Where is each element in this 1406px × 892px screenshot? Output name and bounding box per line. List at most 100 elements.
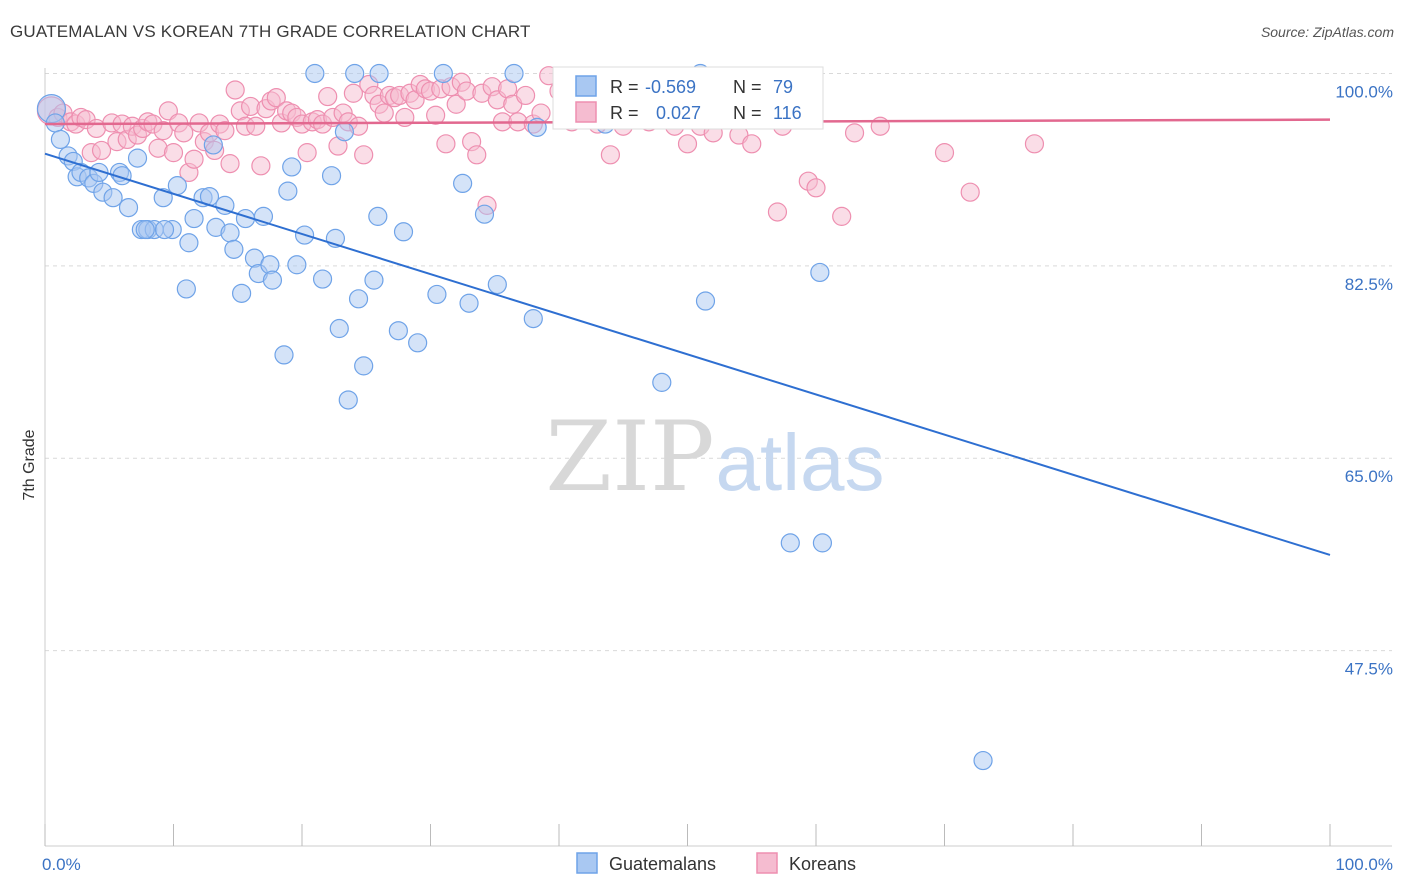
korean-point [806,178,826,198]
guatemalan-point [459,293,479,313]
korean-point [742,134,762,154]
korean-point [266,88,286,108]
korean-point [318,86,338,107]
x-tick-labels: 0.0% 100.0% [42,855,1393,874]
guatemalan-point [345,63,365,84]
guatemalan-point [427,284,447,305]
korean-point [91,140,112,161]
korean-point [163,143,184,163]
guatemalan-point [127,148,148,168]
guatemalan-point [50,129,71,150]
korean-point [251,156,271,176]
guatemalan-point [453,173,473,194]
guatemalan-point [388,321,408,341]
watermark: ZIP atlas [545,401,884,513]
guatemalan-point [224,239,244,259]
guatemalan-point [652,372,672,392]
korean-point [767,202,788,222]
guatemalan-point [312,269,333,289]
guatemalan-point [364,270,384,290]
guatemalan-point [810,262,830,283]
guatemalan-point [184,208,204,229]
guatemalan-point [179,233,199,253]
guatemalan-point [334,122,355,142]
y-tick-labels: 100.0% 82.5% 65.0% 47.5% [1335,82,1393,678]
stats-n-value-blue: 79 [773,77,793,97]
korean-point [184,149,204,169]
watermark-zip: ZIP [545,401,714,513]
stats-r-value-pink: 0.027 [656,103,701,123]
guatemalan-point [487,274,507,295]
korean-point [215,121,235,141]
guatemalan-point [262,270,283,290]
guatemalan-point [695,291,716,311]
stats-r-label-blue: R = [610,77,639,97]
guatemalan-point [408,333,428,353]
stats-n-label-blue: N = [733,77,762,97]
y-tick-label: 65.0% [1345,467,1393,486]
guatemalan-point [393,222,414,242]
guatemalan-point [474,204,495,224]
guatemalan-point [135,219,155,240]
korean-point [174,123,194,143]
korean-point [677,134,698,154]
stats-n-label-pink: N = [733,103,762,123]
korean-point [246,116,266,136]
korean-point [354,145,374,165]
guatemalan-point [369,63,389,84]
legend-label-guatemalans: Guatemalans [609,854,716,874]
guatemalan-point [780,533,800,553]
guatemalan-point [329,318,349,339]
korean-point [467,145,487,165]
guatemalan-point [167,176,187,196]
korean-point [374,103,394,123]
y-tick-label: 47.5% [1345,660,1393,679]
guatemalan-point [527,117,547,137]
guatemalan-point [504,63,524,84]
grid [45,72,1392,652]
guatemalan-point [338,390,358,410]
guatemalan-point [118,197,139,218]
legend-swatch-guatemalans [576,852,598,874]
stats-r-label-pink: R = [610,103,639,123]
guatemalan-point [305,63,325,84]
stats-n-value-pink: 116 [773,103,802,123]
stats-legend-swatch-pink [575,101,597,123]
korean-point [220,154,240,174]
guatemalan-point [232,283,252,303]
stats-legend-swatch-blue [575,75,597,97]
stats-legend: R = -0.569 N = 79 R = 0.027 N = 116 [552,66,824,130]
axes [44,68,1392,847]
korean-point [436,134,456,154]
guatemalan-point [287,255,307,275]
korean-point [343,83,363,103]
korean-points [36,66,1045,226]
x-tick-label: 0.0% [42,855,81,874]
x-tick-label: 100.0% [1335,855,1393,874]
guatemalan-point [354,356,374,376]
guatemalan-point [278,181,298,201]
series-legend: Guatemalans Koreans [576,852,856,874]
guatemalan-point [203,135,223,155]
guatemalan-point [973,750,993,771]
korean-point [844,123,865,143]
watermark-atlas: atlas [716,418,885,507]
source-label: Source: ZipAtlas.com [1260,24,1394,40]
stats-r-value-blue: -0.569 [645,77,696,97]
y-axis-title: 7th Grade [21,429,38,500]
korean-point [934,143,955,163]
guatemalan-point [368,206,388,226]
korean-point [600,145,621,165]
chart-title: GUATEMALAN VS KOREAN 7TH GRADE CORRELATI… [10,22,531,41]
guatemalan-trend-line [44,152,1331,556]
korean-point [832,206,852,226]
korean-point [297,143,317,163]
legend-swatch-koreans [756,852,778,874]
korean-point [1024,134,1045,154]
guatemalan-point [176,279,196,299]
y-tick-label: 82.5% [1345,275,1393,294]
stats-legend-box [552,66,824,130]
guatemalan-point [523,309,543,329]
korean-point [960,182,980,202]
korean-point [153,121,173,141]
